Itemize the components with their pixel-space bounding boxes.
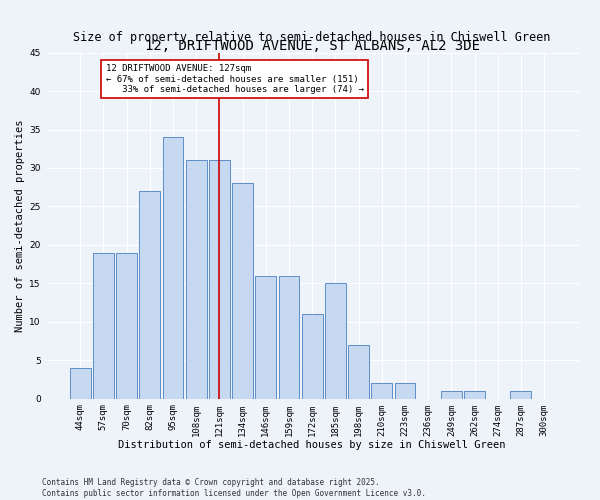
Bar (232, 184, 253, 398)
Bar (325, 284, 346, 399)
Title: 12, DRIFTWOOD AVENUE, ST ALBANS, AL2 3DE: 12, DRIFTWOOD AVENUE, ST ALBANS, AL2 3DE (145, 38, 479, 52)
Bar (371, 384, 392, 398)
Bar (70, 368, 91, 398)
Text: Contains HM Land Registry data © Crown copyright and database right 2025.
Contai: Contains HM Land Registry data © Crown c… (42, 478, 426, 498)
Bar (93, 252, 114, 398)
Bar (139, 191, 160, 398)
Bar (348, 345, 369, 399)
Text: Size of property relative to semi-detached houses in Chiswell Green: Size of property relative to semi-detach… (73, 31, 551, 44)
Bar (302, 314, 323, 398)
Bar (441, 391, 462, 398)
Bar (116, 252, 137, 398)
Bar (186, 160, 206, 398)
X-axis label: Distribution of semi-detached houses by size in Chiswell Green: Distribution of semi-detached houses by … (118, 440, 506, 450)
Bar (163, 137, 184, 398)
Bar (395, 384, 415, 398)
Bar (511, 391, 532, 398)
Bar (464, 391, 485, 398)
Bar (256, 276, 276, 398)
Bar (209, 160, 230, 398)
Y-axis label: Number of semi-detached properties: Number of semi-detached properties (15, 120, 25, 332)
Bar (278, 276, 299, 398)
Text: 12 DRIFTWOOD AVENUE: 127sqm
← 67% of semi-detached houses are smaller (151)
   3: 12 DRIFTWOOD AVENUE: 127sqm ← 67% of sem… (106, 64, 364, 94)
